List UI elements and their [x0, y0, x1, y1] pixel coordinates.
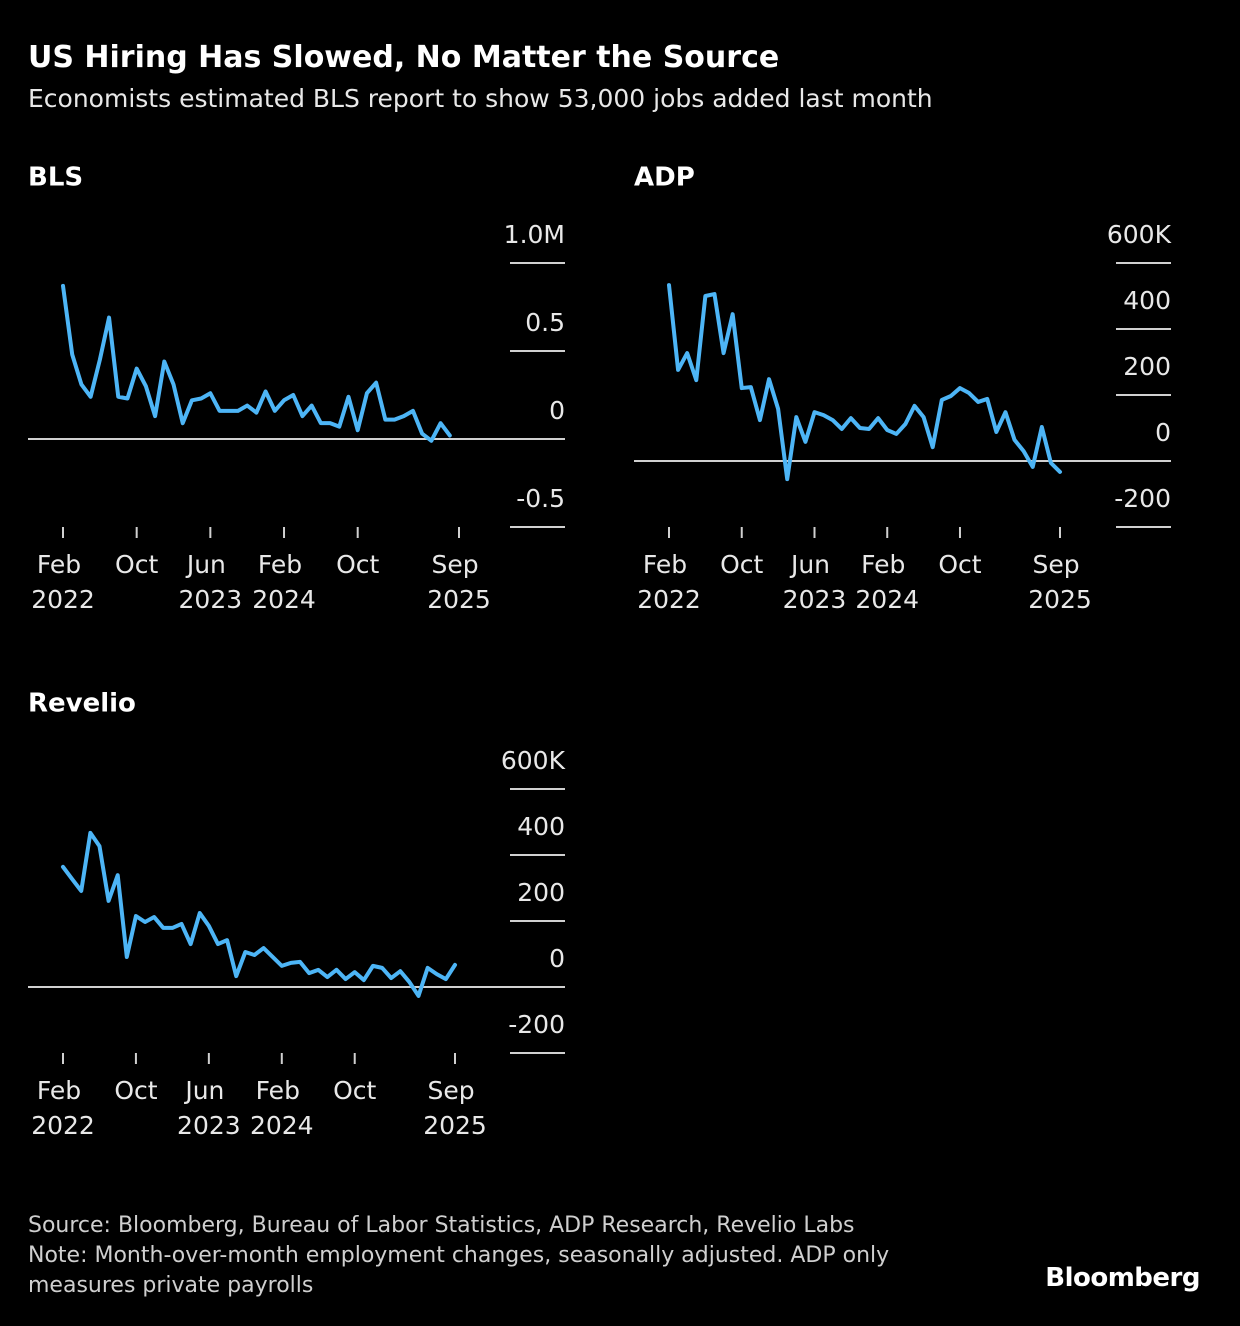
x-tick-label: Jun 2023: [179, 550, 243, 614]
x-tick-label: Jun 2023: [783, 550, 847, 614]
x-tick-label: Jun 2023: [177, 1076, 241, 1140]
x-tick-label: Feb 2022: [31, 550, 95, 614]
y-tick-label: 200: [1123, 352, 1171, 381]
x-tick-label: Feb 2022: [31, 1076, 95, 1140]
y-tick-label: 400: [1123, 286, 1171, 315]
y-tick-label: -0.5: [516, 484, 565, 513]
title: US Hiring Has Slowed, No Matter the Sour…: [28, 40, 780, 75]
x-tick-label: Oct: [336, 550, 379, 579]
y-tick-label: 1.0M: [504, 220, 565, 249]
x-tick-label: Sep 2025: [423, 1076, 487, 1140]
x-tick-label: Sep 2025: [1028, 550, 1092, 614]
x-tick-label: Oct: [720, 550, 763, 579]
y-tick-label: 0: [1155, 418, 1171, 447]
panel-title: ADP: [634, 163, 695, 193]
y-tick-label: 0.5: [525, 308, 565, 337]
x-tick-label: Feb 2024: [252, 550, 316, 614]
y-tick-label: 0: [549, 944, 565, 973]
note: Note: Month-over-month employment change…: [28, 1243, 890, 1298]
y-tick-label: -200: [508, 1010, 565, 1039]
y-tick-label: 0: [549, 396, 565, 425]
y-tick-label: 200: [517, 878, 565, 907]
logo: Bloomberg: [1045, 1263, 1200, 1293]
data-line: [61, 283, 452, 443]
y-tick-label: -200: [1114, 484, 1171, 513]
panel-title: BLS: [28, 163, 83, 193]
x-tick-label: Feb 2024: [855, 550, 919, 614]
panel-title: Revelio: [28, 689, 136, 719]
x-tick-label: Feb 2024: [250, 1076, 314, 1140]
x-tick-label: Sep 2025: [427, 550, 491, 614]
x-tick-label: Oct: [938, 550, 981, 579]
subtitle: Economists estimated BLS report to show …: [28, 84, 933, 113]
x-tick-label: Oct: [114, 1076, 157, 1105]
y-tick-label: 600K: [501, 746, 566, 775]
x-tick-label: Feb 2022: [637, 550, 701, 614]
y-tick-label: 400: [517, 812, 565, 841]
data-line: [667, 283, 1062, 482]
x-tick-label: Oct: [115, 550, 158, 579]
source: Source: Bloomberg, Bureau of Labor Stati…: [28, 1213, 855, 1238]
data-line: [61, 830, 457, 998]
y-tick-label: 600K: [1107, 220, 1172, 249]
x-tick-label: Oct: [333, 1076, 376, 1105]
